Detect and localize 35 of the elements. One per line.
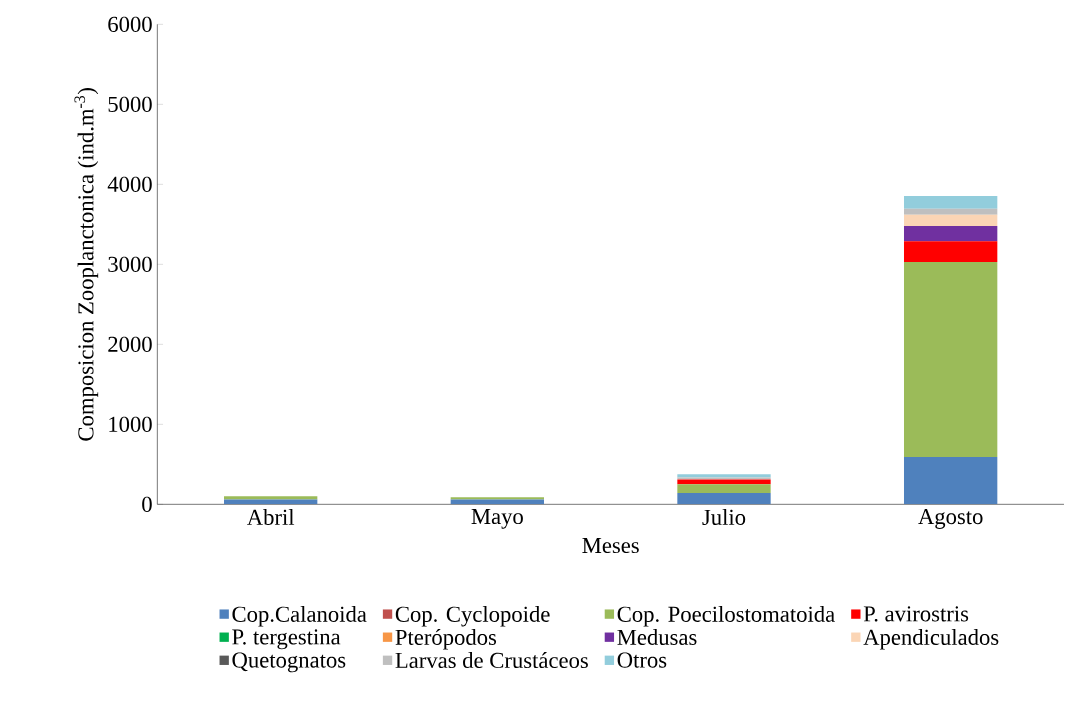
y-tick-label: 6000 <box>108 16 152 32</box>
legend-label: Pterópodos <box>395 628 497 650</box>
bar <box>904 457 998 505</box>
y-tick-label: 0 <box>142 496 152 512</box>
legend-label: Apendiculados <box>863 629 999 650</box>
bar <box>904 241 998 262</box>
x-tick-label: Mayo <box>471 509 523 529</box>
x-tick-label: Julio <box>702 509 746 525</box>
bar <box>904 195 998 209</box>
y-tick-label: 3000 <box>108 256 152 272</box>
y-tick-label: 2000 <box>108 336 152 352</box>
legend-label: Medusas <box>617 629 697 645</box>
legend-label: P. avirostris <box>863 606 969 622</box>
y-tick-label: 4000 <box>107 176 152 192</box>
y-tick-label: 5000 <box>108 96 152 112</box>
legend-label: Larvas de Crustáceos <box>395 652 588 669</box>
x-tick-label: Agosto <box>918 509 983 529</box>
y-axis-title: Composicion Zooplanctonica (ind.m$^{-3}$) <box>74 88 99 441</box>
bar <box>224 496 318 500</box>
bar <box>904 225 998 242</box>
bar <box>450 497 544 500</box>
x-tick-label: Abril <box>246 509 295 525</box>
legend-label: Cop. Poecilostomatoida <box>617 605 835 627</box>
legend-label: Cop. Cyclopoide <box>395 605 550 627</box>
y-tick-label: 1000 <box>109 416 152 432</box>
legend-label: Cop.Calanoida <box>232 605 367 627</box>
bar <box>677 484 771 494</box>
bar <box>904 261 998 458</box>
bar <box>904 214 998 226</box>
legend-label: Quetognatos <box>232 652 346 673</box>
legend-label: Otros <box>617 652 667 668</box>
bar <box>904 208 998 215</box>
bar <box>677 493 771 505</box>
legend-label: P. tergestina <box>232 629 341 650</box>
x-axis-title: Meses <box>582 538 639 554</box>
